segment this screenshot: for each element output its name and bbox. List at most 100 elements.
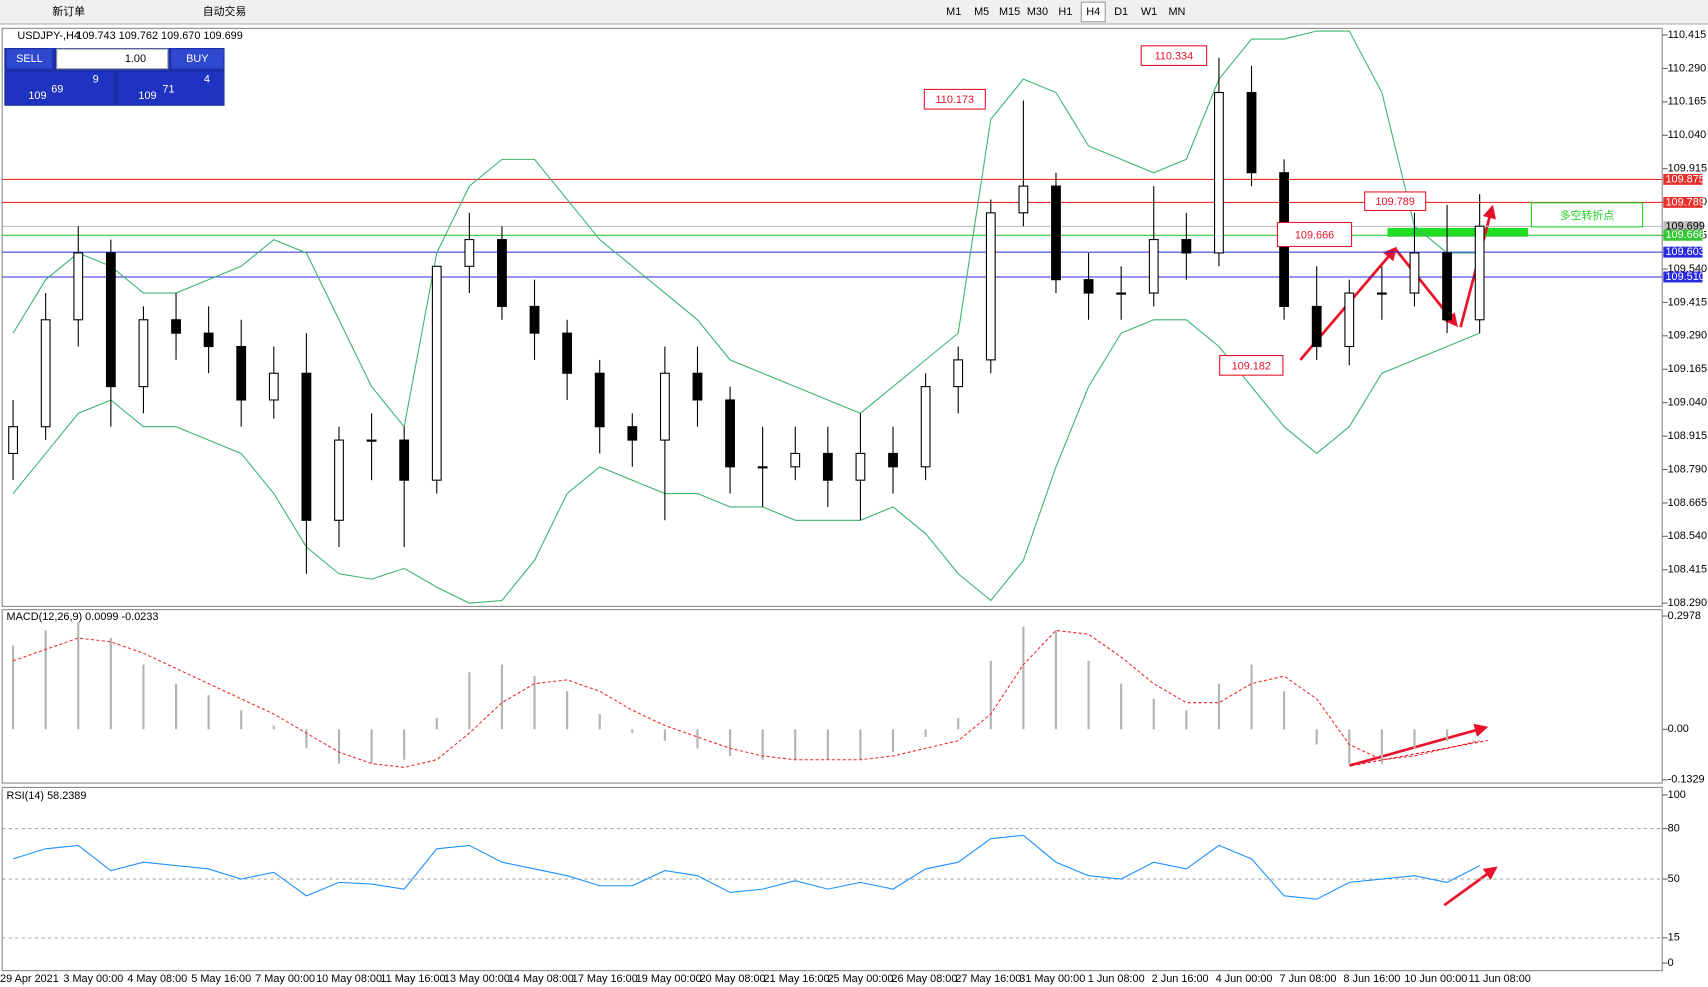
- candle-body: [1116, 292, 1127, 295]
- candle-body: [73, 252, 84, 321]
- candle-body: [1344, 292, 1355, 348]
- buy-label[interactable]: BUY: [186, 53, 209, 65]
- candle-body: [236, 345, 247, 401]
- macd-pane: [1, 609, 1663, 784]
- candle-body: [822, 452, 833, 481]
- y-tick-label: 109.915: [1668, 163, 1707, 175]
- candle-body: [790, 452, 801, 468]
- candle-body: [399, 439, 410, 481]
- x-tick-label: 14 May 08:00: [508, 973, 574, 985]
- candle-body: [1409, 252, 1420, 294]
- candle-body: [366, 439, 377, 442]
- toolbar: [0, 0, 1708, 24]
- annotation: 109.789: [1375, 196, 1414, 208]
- timeframe[interactable]: D1: [1114, 6, 1128, 18]
- timeframe[interactable]: M5: [974, 6, 989, 18]
- level-label: 109.789: [1665, 196, 1704, 208]
- x-tick-label: 13 May 00:00: [444, 973, 510, 985]
- x-tick-label: 11 Jun 08:00: [1469, 973, 1531, 985]
- candle-body: [562, 332, 573, 374]
- buy-button[interactable]: [171, 49, 224, 69]
- ask-sup: 4: [204, 73, 210, 85]
- candle-body: [301, 372, 312, 521]
- candle-body: [953, 359, 964, 388]
- candle-body: [203, 332, 214, 348]
- sell-label[interactable]: SELL: [16, 53, 43, 65]
- rsi-line: [12, 834, 1480, 900]
- candle-body: [105, 252, 116, 388]
- candle-body: [692, 372, 703, 401]
- y-tick-label: 110.165: [1668, 96, 1707, 108]
- quote: 109.743 109.762 109.670 109.699: [76, 30, 242, 42]
- candle-body: [659, 372, 670, 441]
- annotation-box: [923, 88, 986, 110]
- level-label: 109.666: [1665, 229, 1704, 241]
- y-tick-label: 109.415: [1668, 296, 1707, 308]
- candle-body: [985, 212, 996, 361]
- annotation-box: [1219, 354, 1284, 376]
- x-tick-label: 21 May 16:00: [764, 973, 830, 985]
- sell-button[interactable]: [6, 49, 53, 69]
- y-tick-label: 109.290: [1668, 330, 1707, 342]
- macd-signal: [12, 629, 1480, 768]
- candle-body: [1474, 225, 1485, 321]
- annotation: 109.182: [1232, 360, 1271, 372]
- candle-body: [920, 386, 931, 468]
- trade-panel: SELL 1.00 BUY 109 69 9 109 71 4: [4, 47, 225, 106]
- candle-body: [1018, 185, 1029, 214]
- level-tag: [1663, 196, 1703, 208]
- toolbar-button[interactable]: 自动交易: [203, 4, 247, 18]
- bid-mid: 69: [51, 83, 63, 95]
- candle-body: [888, 452, 898, 468]
- timeframe[interactable]: W1: [1141, 6, 1157, 18]
- timeframe[interactable]: MN: [1168, 6, 1185, 18]
- x-tick-label: 4 Jun 00:00: [1216, 973, 1273, 985]
- lots[interactable]: 1.00: [125, 53, 146, 65]
- bid-big: 109: [28, 90, 46, 102]
- candle-body: [497, 239, 507, 307]
- timeframe[interactable]: H1: [1058, 6, 1072, 18]
- y-tick-label: 110.040: [1668, 129, 1707, 141]
- annotation-box: [1530, 202, 1644, 228]
- candle-body: [855, 452, 866, 481]
- annotation-box: [1364, 191, 1427, 212]
- candle-body: [138, 319, 149, 388]
- lots-field[interactable]: [56, 48, 169, 70]
- timeframe[interactable]: M1: [946, 6, 961, 18]
- timeframe[interactable]: M15: [999, 6, 1020, 18]
- trend-line: [1351, 739, 1488, 767]
- x-tick-label: 2 Jun 16:00: [1152, 973, 1209, 985]
- level-label: 109.699: [1665, 220, 1704, 232]
- y-tick-label: 110.415: [1668, 29, 1707, 41]
- candle-body: [529, 305, 540, 334]
- x-tick-label: 1 Jun 08:00: [1088, 973, 1145, 985]
- x-tick-label: 5 May 16:00: [191, 973, 251, 985]
- candle-body: [8, 426, 18, 454]
- candle-body: [464, 239, 475, 267]
- x-tick-label: 26 May 08:00: [891, 973, 957, 985]
- timeframe[interactable]: H4: [1086, 6, 1100, 18]
- timeframe[interactable]: M30: [1027, 6, 1048, 18]
- candle-body: [334, 439, 344, 521]
- y-tick-label: 108.915: [1668, 430, 1707, 442]
- ask-big: 109: [138, 90, 156, 102]
- x-tick-label: 27 May 16:00: [955, 973, 1021, 985]
- y-tick-label: 109.165: [1668, 363, 1707, 375]
- symbol: USDJPY-,H4: [17, 30, 80, 42]
- candle-body: [725, 399, 735, 468]
- x-tick-label: 10 Jun 00:00: [1404, 973, 1467, 985]
- annotation: 多空转折点: [1560, 208, 1615, 222]
- annotation-box: [1140, 45, 1208, 66]
- x-tick-label: 20 May 08:00: [700, 973, 766, 985]
- candle-body: [594, 372, 605, 428]
- candle-body: [1246, 91, 1257, 174]
- candle-body: [268, 372, 279, 401]
- toolbar-button[interactable]: 新订单: [52, 4, 85, 18]
- x-tick-label: 7 Jun 08:00: [1280, 973, 1337, 985]
- x-tick-label: 7 May 00:00: [255, 973, 315, 985]
- bollinger-band: [12, 30, 1480, 428]
- y-tick-label: 110.290: [1668, 62, 1707, 74]
- y-tick-label: 108.415: [1668, 564, 1707, 576]
